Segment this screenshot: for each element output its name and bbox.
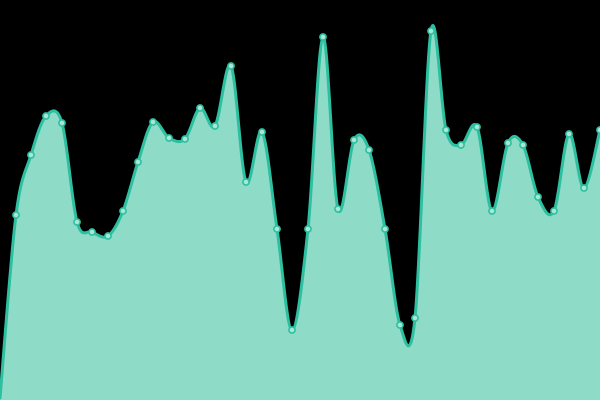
- data-point-marker: [258, 128, 266, 136]
- data-point-marker: [227, 62, 235, 70]
- data-point-marker: [104, 232, 112, 240]
- data-point-marker: [304, 225, 312, 233]
- data-point-marker: [442, 126, 450, 134]
- data-point-marker: [519, 141, 527, 149]
- data-point-marker: [534, 193, 542, 201]
- data-point-marker: [58, 119, 66, 127]
- data-point-marker: [165, 134, 173, 142]
- data-point-markers: [12, 27, 600, 334]
- data-point-marker: [242, 178, 250, 186]
- data-point-marker: [550, 207, 558, 215]
- data-point-marker: [181, 135, 189, 143]
- data-point-marker: [319, 33, 327, 41]
- data-point-marker: [73, 218, 81, 226]
- data-point-marker: [580, 184, 588, 192]
- data-point-marker: [596, 126, 600, 134]
- data-point-marker: [273, 225, 281, 233]
- data-point-marker: [488, 207, 496, 215]
- data-point-marker: [411, 314, 419, 322]
- data-point-marker: [473, 123, 481, 131]
- data-point-marker: [288, 326, 296, 334]
- data-point-marker: [211, 122, 219, 130]
- data-point-marker: [565, 130, 573, 138]
- data-point-marker: [381, 225, 389, 233]
- data-point-marker: [12, 211, 20, 219]
- data-point-marker: [88, 228, 96, 236]
- data-point-marker: [350, 136, 358, 144]
- data-point-marker: [334, 205, 342, 213]
- data-point-marker: [504, 139, 512, 147]
- data-point-marker: [27, 151, 35, 159]
- data-point-marker: [365, 146, 373, 154]
- data-point-marker: [42, 112, 50, 120]
- data-point-marker: [149, 118, 157, 126]
- data-point-marker: [396, 321, 404, 329]
- data-point-marker: [457, 141, 465, 149]
- data-point-marker: [196, 104, 204, 112]
- data-point-marker: [134, 158, 142, 166]
- area-fill: [0, 25, 600, 400]
- data-point-marker: [119, 207, 127, 215]
- area-line: [0, 24, 600, 400]
- data-point-marker: [427, 27, 435, 35]
